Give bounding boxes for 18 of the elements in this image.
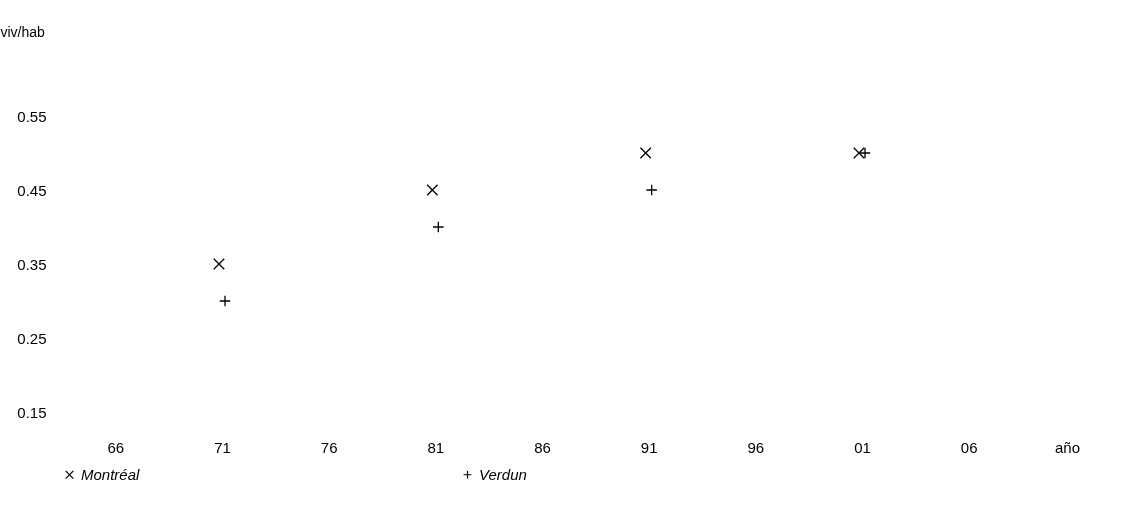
legend-label: Montréal: [81, 465, 141, 483]
x-axis-title: año: [1054, 438, 1081, 456]
x-tick-label: 76: [320, 438, 338, 456]
x-tick-label: 06: [960, 438, 978, 456]
legend-label: Verdun: [479, 465, 527, 483]
y-tick-label: 0.55: [17, 107, 47, 125]
y-axis-title: viv/hab: [0, 23, 46, 40]
x-tick-label: 01: [854, 438, 871, 456]
x-tick-label: 81: [427, 438, 445, 456]
y-tick-label: 0.35: [17, 255, 47, 273]
x-tick-label: 96: [747, 438, 765, 456]
x-tick-label: 86: [534, 438, 551, 456]
y-tick-label: 0.45: [17, 181, 47, 199]
y-tick-label: 0.25: [17, 329, 47, 347]
x-tick-label: 66: [107, 438, 125, 456]
y-tick-label: 0.15: [17, 403, 47, 421]
x-tick-label: 71: [214, 438, 231, 456]
x-tick-label: 91: [640, 438, 658, 456]
